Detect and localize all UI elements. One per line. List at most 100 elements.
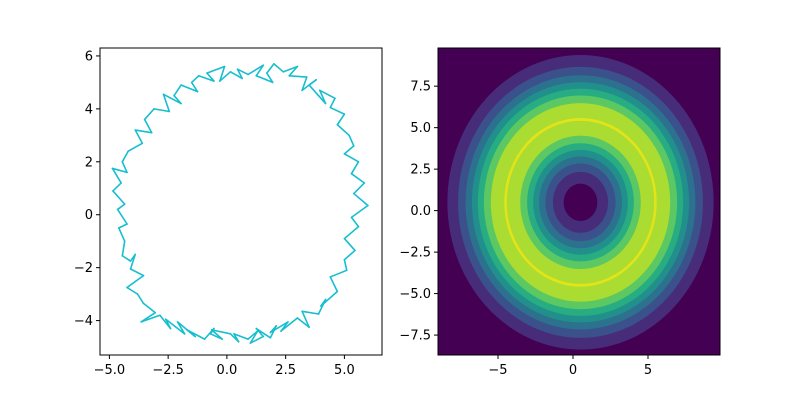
line-segment bbox=[233, 333, 249, 340]
line-segment bbox=[129, 268, 145, 277]
line-segment bbox=[301, 310, 320, 315]
y-tick-label: 0 bbox=[85, 208, 93, 223]
line-segment bbox=[336, 123, 350, 137]
contour-plot-frame bbox=[437, 47, 721, 356]
y-tick-label: −4 bbox=[74, 314, 93, 329]
line-segment bbox=[352, 182, 366, 195]
line-segment bbox=[190, 74, 200, 84]
line-segment bbox=[282, 65, 299, 73]
line-segment bbox=[162, 93, 171, 113]
line-segment bbox=[206, 65, 226, 74]
line-segment bbox=[173, 84, 182, 97]
y-tick-label: 4 bbox=[85, 102, 93, 117]
line-segment bbox=[350, 161, 360, 175]
contour-plot-x-axis: −5 0 5 bbox=[488, 355, 652, 378]
line-segment bbox=[329, 106, 346, 115]
line-segment bbox=[318, 89, 336, 100]
y-tick-label: −2 bbox=[74, 261, 93, 276]
line-segment bbox=[329, 269, 348, 278]
line-segment bbox=[301, 78, 318, 92]
line-segment bbox=[116, 208, 128, 225]
line-segment bbox=[280, 317, 299, 332]
line-segment bbox=[336, 113, 346, 126]
line-segment bbox=[127, 142, 144, 153]
line-segment bbox=[118, 227, 126, 242]
line-segment bbox=[142, 302, 157, 314]
line-segment bbox=[197, 74, 215, 82]
y-tick-label: 5.0 bbox=[410, 121, 431, 136]
y-tick-label: 6 bbox=[85, 49, 93, 64]
line-segment bbox=[219, 71, 232, 82]
y-tick-label: −2.5 bbox=[399, 246, 431, 261]
line-segment bbox=[255, 74, 274, 84]
line-plot-series bbox=[111, 63, 369, 344]
line-segment bbox=[249, 335, 265, 344]
line-segment bbox=[111, 167, 122, 184]
line-segment bbox=[329, 276, 339, 293]
x-tick-label: 5 bbox=[644, 363, 652, 378]
x-tick-label: −5.0 bbox=[94, 363, 126, 378]
line-segment bbox=[350, 216, 360, 228]
contour-plot-y-axis: −7.5 −5.0 −2.5 0.0 2.5 5.0 7.5 bbox=[399, 80, 438, 344]
line-segment bbox=[343, 145, 355, 155]
line-segment bbox=[236, 68, 249, 76]
line-segment bbox=[288, 74, 308, 78]
line-segment bbox=[233, 333, 240, 343]
line-segment bbox=[266, 63, 275, 74]
line-segment bbox=[308, 84, 327, 105]
x-tick-label: −5 bbox=[488, 363, 507, 378]
x-tick-label: 5.0 bbox=[334, 363, 355, 378]
line-segment bbox=[348, 134, 355, 147]
line-segment bbox=[111, 167, 128, 174]
line-segment bbox=[121, 150, 129, 163]
line-segment bbox=[343, 225, 360, 240]
line-plot-x-axis: −5.0 −2.5 0.0 2.5 5.0 bbox=[94, 355, 355, 378]
line-segment bbox=[229, 71, 243, 80]
y-tick-label: 2.5 bbox=[410, 163, 431, 178]
y-tick-label: −7.5 bbox=[399, 329, 431, 344]
line-segment bbox=[186, 329, 206, 340]
line-plot-axes-background bbox=[100, 48, 382, 355]
line-segment bbox=[273, 63, 285, 73]
y-tick-label: −5.0 bbox=[399, 287, 431, 302]
line-segment bbox=[343, 153, 360, 163]
line-segment bbox=[219, 65, 226, 82]
line-segment bbox=[350, 172, 366, 184]
line-segment bbox=[112, 190, 126, 205]
line-segment bbox=[126, 286, 139, 295]
line-segment bbox=[210, 329, 223, 340]
line-segment bbox=[249, 330, 259, 344]
line-segment bbox=[140, 314, 161, 323]
line-segment bbox=[143, 118, 153, 134]
line-segment bbox=[343, 258, 348, 272]
line-segment bbox=[121, 254, 132, 262]
line-segment bbox=[136, 293, 145, 305]
line-segment bbox=[162, 93, 182, 105]
y-tick-label: 7.5 bbox=[410, 80, 431, 95]
x-tick-label: 2.5 bbox=[275, 363, 296, 378]
line-segment bbox=[301, 76, 308, 92]
line-segment bbox=[165, 318, 186, 335]
line-segment bbox=[247, 64, 265, 76]
line-plot-frame bbox=[99, 47, 383, 356]
line-segment bbox=[301, 310, 310, 329]
line-segment bbox=[129, 253, 137, 270]
line-segment bbox=[255, 64, 265, 77]
line-segment bbox=[269, 321, 289, 334]
line-segment bbox=[266, 72, 274, 84]
line-segment bbox=[121, 240, 126, 257]
line-segment bbox=[329, 97, 336, 109]
line-segment bbox=[153, 108, 171, 113]
line-segment bbox=[118, 223, 128, 229]
line-segment bbox=[143, 108, 155, 121]
y-tick-label: 0.0 bbox=[410, 204, 431, 219]
line-plot-panel: −5.0 −2.5 0.0 2.5 5.0 −4 −2 0 2 4 6 bbox=[74, 47, 383, 378]
line-segment bbox=[352, 192, 369, 207]
line-plot-y-axis: −4 −2 0 2 4 6 bbox=[74, 49, 100, 329]
line-segment bbox=[121, 161, 128, 174]
line-segment bbox=[116, 203, 126, 211]
line-segment bbox=[288, 65, 299, 77]
line-segment bbox=[134, 129, 153, 134]
contour-fill-levels bbox=[438, 48, 720, 355]
